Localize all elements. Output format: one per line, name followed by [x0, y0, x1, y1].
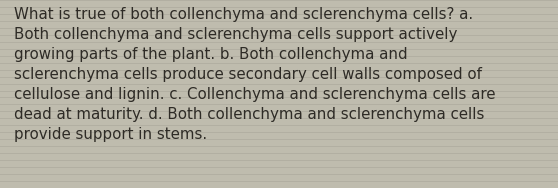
Text: What is true of both collenchyma and sclerenchyma cells? a.
Both collenchyma and: What is true of both collenchyma and scl…: [14, 7, 496, 142]
